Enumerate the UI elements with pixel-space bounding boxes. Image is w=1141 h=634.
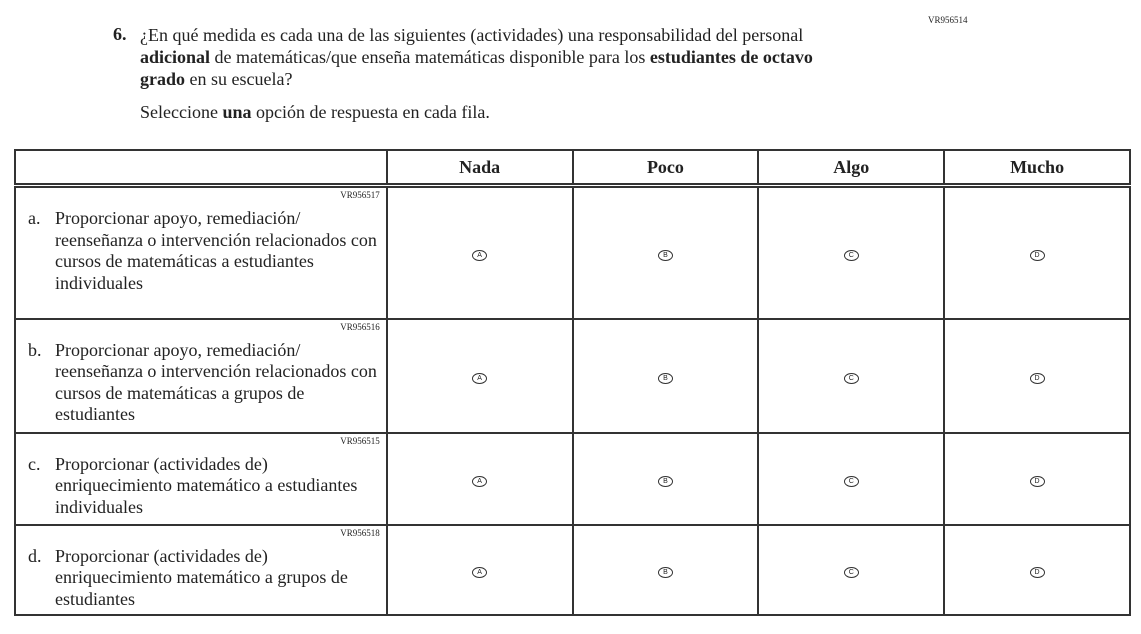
emphasis: una bbox=[222, 102, 252, 122]
row-text: Proporcionar (actividades de) enriquecim… bbox=[55, 545, 348, 609]
row-letter: c. bbox=[28, 453, 41, 474]
table-row: VR956515 c. Proporcionar (actividades de) … bbox=[14, 431, 1131, 526]
option-cell: C bbox=[757, 431, 946, 526]
radio-bubble-d[interactable]: D bbox=[1029, 475, 1045, 487]
header-algo: Algo bbox=[757, 149, 946, 187]
option-cell: C bbox=[757, 317, 946, 434]
option-cell: C bbox=[757, 184, 946, 320]
radio-bubble-b[interactable]: B bbox=[657, 475, 673, 487]
instruction: Seleccione una opción de respuesta en ca… bbox=[140, 102, 490, 123]
row-stem: VR956518 d. Proporcionar (actividades de) … bbox=[14, 523, 388, 616]
radio-bubble-d[interactable]: D bbox=[1029, 372, 1045, 384]
radio-bubble-c[interactable]: C bbox=[843, 475, 859, 487]
text: de matemáticas/que enseña matemáticas di… bbox=[210, 47, 650, 67]
row-letter: b. bbox=[28, 339, 42, 360]
header-blank bbox=[14, 149, 388, 187]
text: ¿En qué medida es cada una de las siguie… bbox=[140, 25, 804, 45]
option-cell: B bbox=[571, 431, 760, 526]
radio-bubble-d[interactable]: D bbox=[1029, 249, 1045, 261]
row-stem: VR956517 a. Proporcionar apoyo, remediació… bbox=[14, 184, 388, 320]
radio-bubble-c[interactable]: C bbox=[843, 566, 859, 578]
row-text: Proporcionar apoyo, remediación/ reenseñ… bbox=[55, 339, 377, 425]
radio-bubble-b[interactable]: B bbox=[657, 566, 673, 578]
text: Seleccione bbox=[140, 102, 223, 122]
option-cell: A bbox=[385, 184, 574, 320]
row-text: Proporcionar apoyo, remediación/ reenseñ… bbox=[55, 208, 377, 293]
radio-bubble-a[interactable]: A bbox=[472, 475, 488, 487]
option-cell: D bbox=[943, 184, 1131, 320]
response-grid: Nada Poco Algo Mucho VR956517 a. Proporcio… bbox=[14, 149, 1131, 616]
row-id: VR956518 bbox=[340, 527, 380, 538]
option-cell: B bbox=[571, 317, 760, 434]
row-stem: VR956515 c. Proporcionar (actividades de) … bbox=[14, 431, 388, 526]
table-row: VR956516 b. Proporcionar apoyo, remediació… bbox=[14, 317, 1131, 434]
option-cell: A bbox=[385, 523, 574, 616]
radio-bubble-a[interactable]: A bbox=[472, 566, 488, 578]
radio-bubble-c[interactable]: C bbox=[843, 372, 859, 384]
row-letter: d. bbox=[28, 545, 42, 566]
option-cell: B bbox=[571, 523, 760, 616]
header-mucho: Mucho bbox=[943, 149, 1131, 187]
radio-bubble-a[interactable]: A bbox=[472, 372, 488, 384]
radio-bubble-c[interactable]: C bbox=[843, 249, 859, 261]
header-row: Nada Poco Algo Mucho bbox=[14, 149, 1131, 187]
header-poco: Poco bbox=[571, 149, 760, 187]
radio-bubble-d[interactable]: D bbox=[1029, 566, 1045, 578]
question-number: 6. bbox=[113, 24, 127, 44]
radio-bubble-b[interactable]: B bbox=[657, 372, 673, 384]
text: opción de respuesta en cada fila. bbox=[251, 102, 490, 122]
text: en su escuela? bbox=[185, 69, 293, 89]
option-cell: D bbox=[943, 431, 1131, 526]
option-cell: D bbox=[943, 523, 1131, 616]
table-row: VR956518 d. Proporcionar (actividades de) … bbox=[14, 523, 1131, 616]
option-cell: C bbox=[757, 523, 946, 616]
row-id: VR956515 bbox=[340, 435, 380, 446]
header-nada: Nada bbox=[385, 149, 574, 187]
row-id: VR956516 bbox=[340, 321, 380, 332]
radio-bubble-a[interactable]: A bbox=[472, 249, 488, 261]
row-id: VR956517 bbox=[340, 190, 380, 200]
option-cell: B bbox=[571, 184, 760, 320]
emphasis: adicional bbox=[140, 47, 211, 67]
option-cell: A bbox=[385, 431, 574, 526]
row-letter: a. bbox=[28, 208, 41, 228]
question-id: VR956514 bbox=[928, 15, 968, 25]
option-cell: A bbox=[385, 317, 574, 434]
radio-bubble-b[interactable]: B bbox=[657, 249, 673, 261]
table-row: VR956517 a. Proporcionar apoyo, remediació… bbox=[14, 184, 1131, 320]
option-cell: D bbox=[943, 317, 1131, 434]
question-text: ¿En qué medida es cada una de las siguie… bbox=[140, 24, 860, 90]
row-text: Proporcionar (actividades de) enriquecim… bbox=[55, 453, 358, 517]
row-stem: VR956516 b. Proporcionar apoyo, remediació… bbox=[14, 317, 388, 434]
emphasis: estudiantes de octavo grado bbox=[140, 47, 813, 89]
